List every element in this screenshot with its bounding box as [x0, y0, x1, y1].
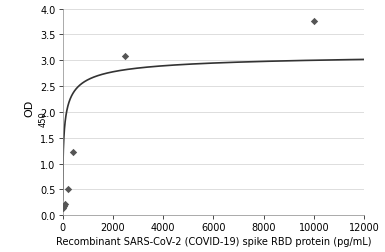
Point: [62, 202, 68, 206]
X-axis label: Recombinant SARS-CoV-2 (COVID-19) spike RBD protein (pg/mL): Recombinant SARS-CoV-2 (COVID-19) spike …: [55, 237, 371, 246]
Point: [122, 55, 129, 59]
Point: [65, 188, 71, 192]
Text: 450: 450: [38, 111, 47, 127]
Point: [311, 20, 317, 24]
Point: [70, 150, 76, 154]
Point: [60, 206, 66, 210]
Point: [61, 204, 67, 208]
Text: OD: OD: [25, 100, 35, 117]
